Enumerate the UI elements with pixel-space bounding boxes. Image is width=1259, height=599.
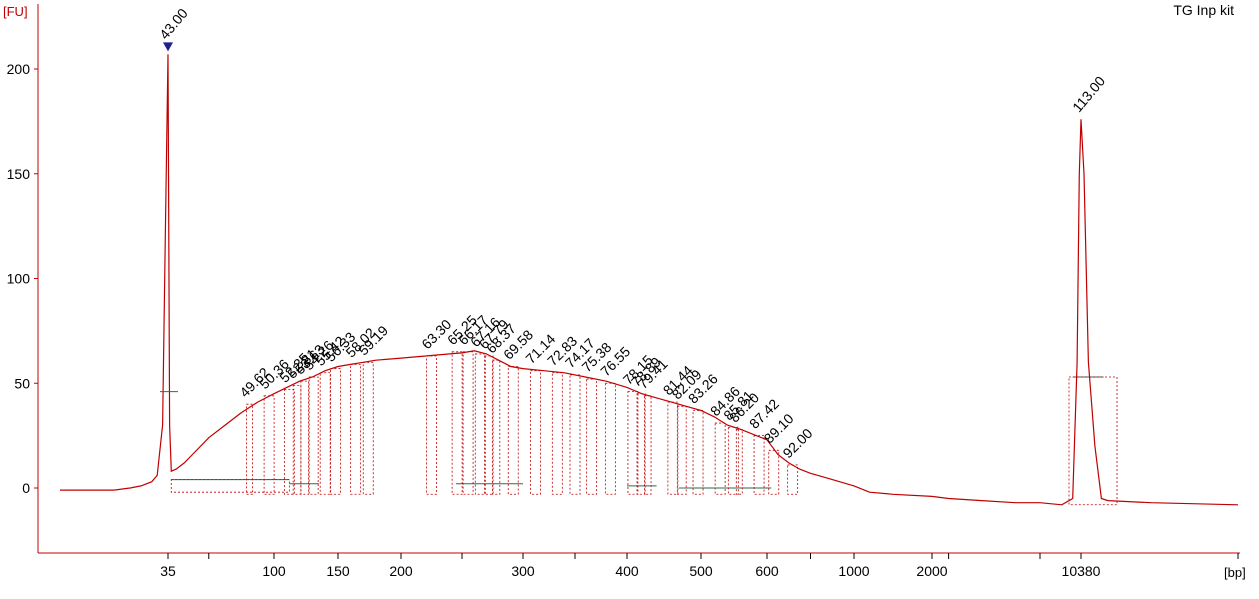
marker-labels: 43.00 113.00 [156,5,1108,115]
y-tick-label: 0 [22,480,30,496]
peak-label: 59.19 [355,322,391,358]
y-axis-unit: [FU] [3,4,28,19]
upper-marker-box [1068,376,1118,506]
upper-marker-label: 113.00 [1069,73,1108,115]
signal-trace [60,54,1239,506]
x-tick-label: 10380 [1062,563,1101,579]
lower-marker-label: 43.00 [156,5,191,42]
x-tick-label: 400 [615,563,639,579]
x-tick-label: 2000 [916,563,947,579]
x-tick-label: 300 [511,563,535,579]
peak-box [551,372,563,495]
peak-box [308,376,319,495]
x-tick-label: 1000 [838,563,869,579]
peak-box [300,380,309,495]
peak-box [586,378,598,495]
x-tick-label: 150 [326,563,350,579]
peak-box [692,410,704,495]
peak-box [676,405,687,495]
peak-box [319,372,331,495]
peak-box [768,449,780,495]
x-tick-label: 500 [689,563,713,579]
y-ticks: 0 50 100 150 200 [7,61,38,496]
peak-box [753,435,765,495]
peak-box [727,426,739,495]
peak-box [643,395,652,495]
x-tick-label: 600 [755,563,779,579]
peak-box [484,355,494,495]
peak-box [283,389,295,495]
peak-box [246,403,253,495]
x-axis-unit: [bp] [1224,565,1246,580]
peak-box [330,368,341,495]
kit-title: TG Inp kit [1173,2,1234,18]
x-tick-label: 100 [262,563,286,579]
peak-box [627,391,639,495]
peak-box [350,363,362,495]
peak-labels: 49.6250.3652.3552.8153.6354.2655.4256.33… [236,312,815,461]
peak-box [507,366,519,495]
peak-box [667,401,679,495]
peak-box [530,370,541,495]
lower-marker-box [170,479,290,493]
peak-box [292,384,302,495]
x-ticks: 35 100 150 200 300 400 500 600 1000 2000 10380 [160,553,1239,579]
peak-box [714,422,726,495]
peak-box [426,355,437,495]
y-tick-label: 150 [7,166,31,182]
y-tick-label: 50 [14,375,30,391]
peak-box [787,464,799,495]
peak-box [451,351,463,495]
y-tick-label: 200 [7,61,31,77]
y-tick-label: 100 [7,271,31,287]
peak-box [735,428,743,495]
x-tick-label: 35 [160,563,176,579]
x-tick-label: 200 [389,563,413,579]
marker-triangle-icon [163,42,173,52]
peak-box [492,359,501,495]
peak-box [362,361,374,495]
peak-box [474,353,486,495]
peak-box [604,382,616,495]
baseline-segments [171,376,1104,489]
peak-integration-boxes [170,351,1118,506]
peak-box [462,351,474,495]
peak-box [569,374,581,495]
chart-axes: [FU] [bp] [3,4,1246,580]
